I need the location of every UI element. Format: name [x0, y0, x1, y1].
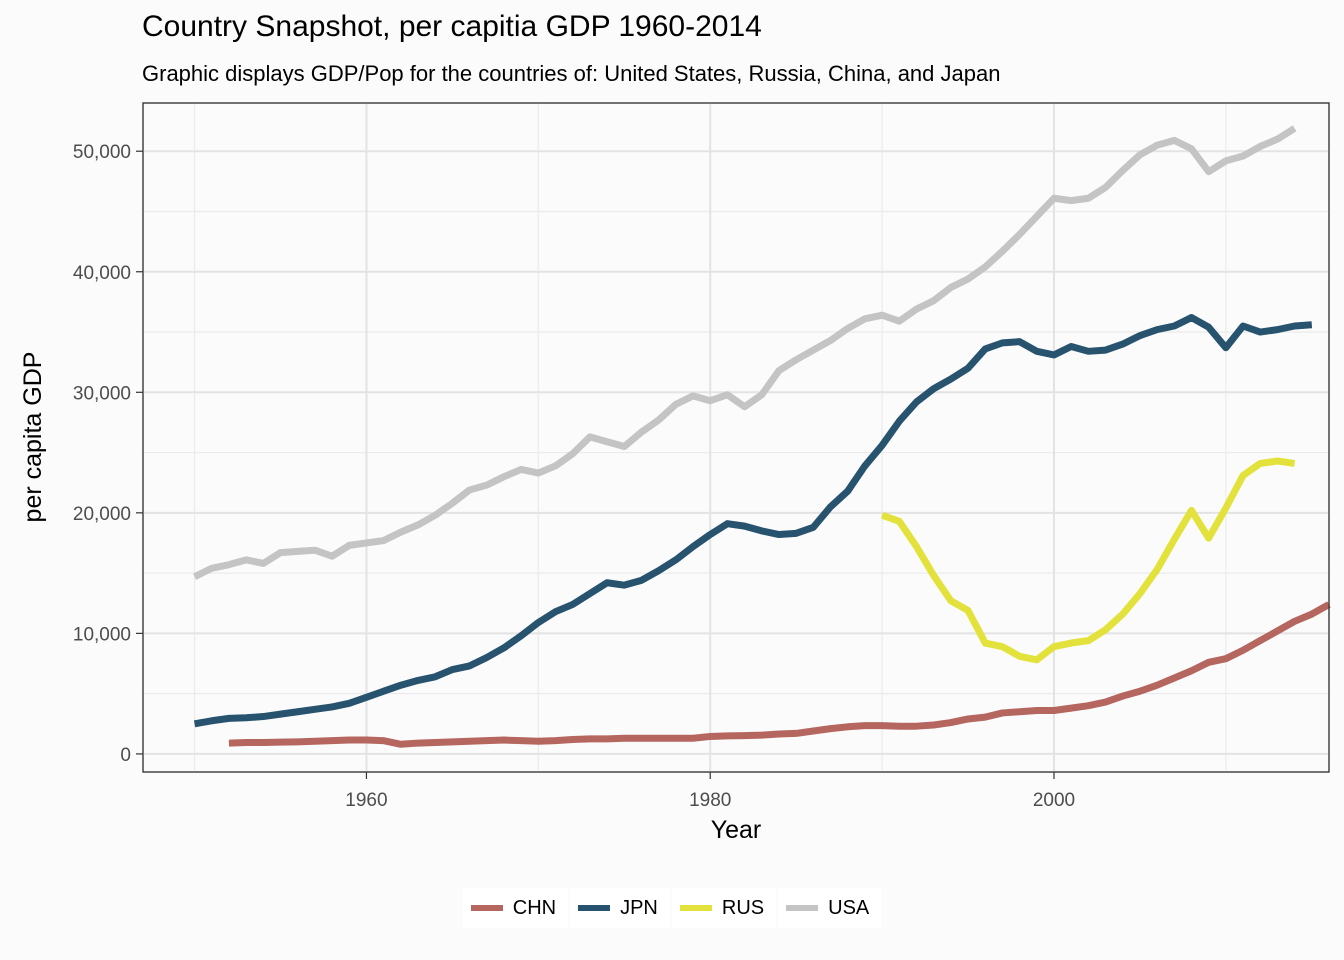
y-axis-title: per capita GDP: [19, 352, 47, 523]
legend-label: CHN: [512, 896, 557, 919]
y-tick-label: 0: [120, 745, 131, 766]
chart-title: Country Snapshot, per capitia GDP 1960-2…: [142, 10, 762, 43]
x-tick-label: 1980: [689, 790, 731, 811]
y-tick-label: 10,000: [73, 624, 131, 645]
line-chart: 1960 1980 2000 0 10,000 20,000 30,000 40,000 50…: [19, 102, 1331, 844]
x-axis-title: Year: [711, 816, 762, 844]
x-axis: 1960 1980 2000: [345, 772, 1075, 811]
legend-key: [467, 888, 507, 928]
legend-key: [574, 888, 614, 928]
series-line-usa: [193, 125, 1297, 580]
legend-label: JPN: [620, 896, 658, 919]
legend-item-rus: RUS: [671, 888, 777, 928]
y-tick-label: 40,000: [73, 263, 131, 284]
legend: CHN JPN RUS USA: [0, 888, 1344, 928]
legend-item-chn: CHN: [462, 888, 569, 928]
series-line-chn: [228, 601, 1331, 748]
legend-key: [782, 888, 822, 928]
legend-label: RUS: [721, 896, 765, 919]
y-tick-label: 30,000: [73, 383, 131, 404]
plot-border: [142, 102, 1330, 773]
y-tick-label: 50,000: [73, 142, 131, 163]
legend-swatch: [679, 905, 712, 911]
x-tick-label: 1960: [345, 790, 387, 811]
legend-swatch: [470, 905, 503, 911]
major-gridlines: [143, 103, 1329, 772]
legend-swatch: [786, 905, 819, 911]
series-line-rus: [880, 457, 1296, 664]
series-lines: [193, 125, 1331, 748]
legend-key: [676, 888, 716, 928]
x-tick-label: 2000: [1033, 790, 1075, 811]
plot-panel: [142, 102, 1330, 773]
series-line-jpn: [193, 314, 1313, 728]
legend-label: USA: [828, 896, 870, 919]
legend-item-jpn: JPN: [570, 888, 670, 928]
y-tick-label: 20,000: [73, 504, 131, 525]
chart-subtitle: Graphic displays GDP/Pop for the countri…: [142, 61, 1001, 86]
y-axis: 0 10,000 20,000 30,000 40,000 50,000: [73, 142, 143, 766]
legend-swatch: [578, 905, 611, 911]
legend-item-usa: USA: [778, 888, 882, 928]
